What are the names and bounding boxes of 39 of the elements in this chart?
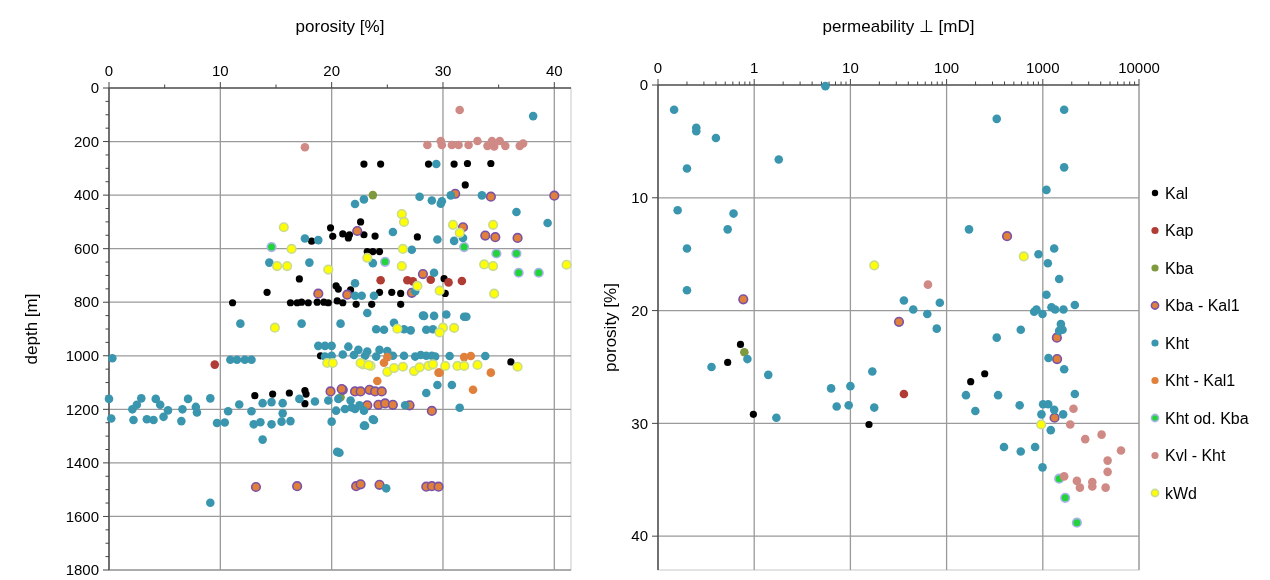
y-tick-label: 20 — [631, 301, 648, 319]
y-tick-label: 10 — [631, 189, 648, 207]
y-tick-label: 1400 — [65, 454, 99, 472]
y-tick-label: 400 — [73, 186, 99, 204]
legend-label: Kal — [1165, 184, 1189, 202]
x-tick-label: 30 — [434, 62, 452, 79]
x-tick-label: 10000 — [1118, 59, 1160, 76]
legend-label: Kht - Kal1 — [1165, 372, 1236, 390]
y-tick-label: 0 — [639, 76, 648, 94]
legend-label: Kvl - Kht — [1165, 447, 1227, 465]
legend-label: Kba — [1165, 259, 1194, 277]
x-axis-title: porosity [%] — [295, 17, 385, 36]
y-tick-label: 1600 — [65, 507, 99, 525]
y-tick-label: 800 — [73, 293, 99, 311]
y-tick-label: 1200 — [65, 400, 99, 418]
legend-label: Kba - Kal1 — [1165, 297, 1240, 315]
y-tick-label: 200 — [73, 132, 99, 150]
x-axis-title: permeability ⊥ [mD] — [822, 17, 975, 36]
y-tick-label: 1800 — [65, 561, 99, 579]
y-tick-label: 1000 — [65, 347, 99, 365]
y-tick-label: 40 — [631, 527, 648, 545]
x-tick-label: 0 — [104, 62, 114, 79]
x-tick-label: 1 — [750, 59, 759, 76]
y-tick-label: 0 — [90, 79, 99, 97]
x-tick-label: 100 — [934, 59, 960, 76]
legend-label: Kap — [1165, 222, 1194, 240]
y-axis-title: porosity [%] — [601, 283, 620, 372]
x-tick-label: 1000 — [1026, 59, 1060, 76]
x-tick-label: 40 — [545, 62, 563, 79]
y-axis-title: depth [m] — [22, 293, 41, 365]
x-tick-label: 10 — [842, 59, 859, 76]
legend-label: Kht od. Kba — [1165, 409, 1249, 427]
legend-label: kWd — [1165, 484, 1197, 502]
x-tick-label: 0 — [653, 59, 663, 76]
x-tick-label: 20 — [323, 62, 340, 79]
y-tick-label: 600 — [73, 239, 99, 257]
x-tick-label: 10 — [211, 62, 229, 79]
y-tick-label: 30 — [631, 414, 648, 432]
legend-label: Kht — [1165, 334, 1190, 352]
